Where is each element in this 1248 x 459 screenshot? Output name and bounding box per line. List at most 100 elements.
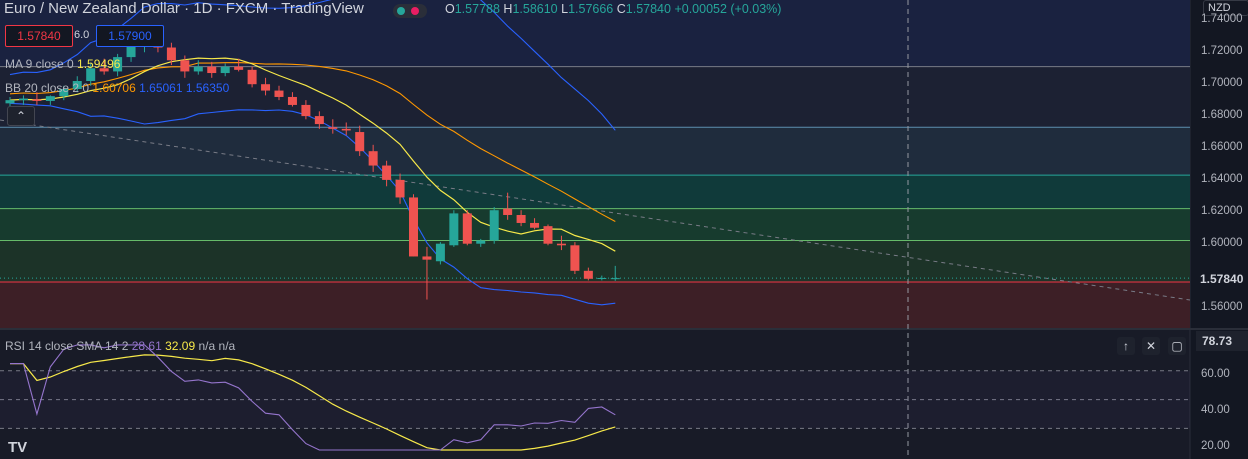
rsi-tick: 40.00 [1201, 404, 1230, 416]
candle-body [476, 240, 486, 244]
price-tick: 1.56000 [1201, 301, 1243, 313]
price-tick: 1.74000 [1201, 13, 1243, 25]
collapse-legend-button[interactable]: ⌃ [7, 106, 35, 126]
rsi-legend[interactable]: RSI 14 close SMA 14 2 28.61 32.09 n/a n/… [5, 339, 235, 353]
symbol-title[interactable]: Euro / New Zealand Dollar · 1D · FXCM · … [4, 0, 364, 17]
candle-body [314, 116, 324, 125]
candle-body [18, 98, 28, 101]
candle-body [59, 88, 69, 97]
candle-body [5, 100, 15, 104]
candle-body [247, 69, 257, 85]
candle-body [126, 45, 136, 58]
bb-label: BB 20 close 2 0 [5, 81, 90, 95]
pane-maximize-button[interactable]: ▢ [1168, 337, 1186, 355]
ohlc-high: 1.58610 [512, 2, 558, 16]
ohlc-low-key: L [561, 2, 569, 16]
rsi-sma-line [10, 354, 616, 451]
zone-top [0, 0, 1190, 67]
rsi-line [10, 344, 616, 451]
candle-body [503, 208, 513, 215]
zone-band [0, 175, 1190, 209]
ma-label: MA 9 close 0 [5, 57, 74, 71]
ohlc-open: 1.57788 [454, 2, 500, 16]
ohlc-change: +0.00052 (+0.03%) [674, 2, 782, 16]
candle-body [462, 213, 472, 244]
candle-body [341, 128, 351, 131]
candle-body [220, 66, 230, 74]
candle-body [435, 243, 445, 262]
bb-basis-value: 1.60706 [92, 81, 136, 95]
candle-body [355, 132, 365, 152]
pane-up-button[interactable]: ↑ [1117, 337, 1135, 355]
sell-button[interactable]: 1.57840 [5, 25, 73, 47]
bb-lower-value: 1.56350 [185, 81, 230, 95]
candle-body [489, 210, 499, 241]
price-tick: 1.62000 [1201, 205, 1243, 217]
zone-bottom [0, 281, 1190, 328]
ohlc-close: 1.57840 [625, 2, 671, 16]
candle-body [193, 66, 203, 72]
spread-value: 6.0 [74, 29, 90, 41]
ma-legend[interactable]: MA 9 close 0 1.59496 [5, 57, 120, 71]
candle-body [180, 60, 190, 72]
rsi-value: 28.61 [131, 339, 162, 353]
price-tick: 1.68000 [1201, 109, 1243, 121]
candle-body [166, 47, 176, 61]
zone-band [0, 66, 1190, 128]
candle-body [597, 277, 607, 279]
market-status-icon [393, 4, 427, 18]
candle-body [207, 66, 217, 74]
pane-close-button[interactable]: ✕ [1142, 337, 1160, 355]
zone-band [0, 127, 1190, 176]
candle-body [530, 222, 540, 228]
candle-body [45, 96, 55, 101]
currency-selector[interactable]: NZD [1203, 0, 1248, 16]
rsi-pane-background [0, 330, 1190, 459]
rsi-label: RSI 14 close SMA 14 2 [5, 339, 129, 353]
ohlc-low: 1.57666 [568, 2, 614, 16]
candle-body [234, 66, 244, 70]
candle-body [72, 81, 82, 89]
candle-body [543, 226, 553, 244]
candle-body [610, 278, 620, 280]
bb-upper-value: 1.65061 [139, 81, 183, 95]
bb-basis-line [9, 62, 616, 222]
bb-lower-line [9, 102, 616, 306]
rsi-extra: n/a n/a [198, 339, 236, 353]
ohlc-close-key: C [616, 2, 626, 16]
candle-body [556, 243, 566, 246]
price-tick: 1.70000 [1201, 77, 1243, 89]
zone-band [0, 240, 1190, 282]
candle-body [261, 84, 271, 91]
candle-body [516, 214, 526, 223]
price-tick: 1.64000 [1201, 173, 1243, 185]
rsi-tick: 20.00 [1201, 440, 1230, 452]
ohlc-readout: O1.57788 H1.58610 L1.57666 C1.57840 +0.0… [445, 2, 781, 16]
ma-value: 1.59496 [77, 57, 121, 71]
tradingview-logo[interactable]: TV [8, 439, 28, 456]
buy-button[interactable]: 1.57900 [96, 25, 164, 47]
bb-legend[interactable]: BB 20 close 2 0 1.60706 1.65061 1.56350 [5, 81, 229, 95]
price-tick: 1.60000 [1201, 237, 1243, 249]
candle-body [583, 270, 593, 279]
candle-body [570, 245, 580, 271]
candle-body [382, 165, 392, 180]
ohlc-open-key: O [445, 2, 455, 16]
candle-body [86, 68, 96, 82]
rsi-sma-value: 32.09 [165, 339, 196, 353]
candle-body [301, 104, 311, 117]
rsi-axis-current: 78.73 [1196, 331, 1248, 351]
rsi-band [0, 370, 1190, 429]
candle-body [32, 99, 42, 101]
candle-body [287, 96, 297, 105]
ohlc-high-key: H [503, 2, 513, 16]
candle-body [395, 179, 405, 198]
rsi-tick: 60.00 [1201, 368, 1230, 380]
candle-body [328, 127, 338, 129]
current-price-label: 1.57840 [1194, 269, 1248, 289]
candle-body [409, 197, 418, 257]
price-tick: 1.66000 [1201, 141, 1243, 153]
zone-band [0, 208, 1190, 241]
candle-body [274, 90, 284, 97]
